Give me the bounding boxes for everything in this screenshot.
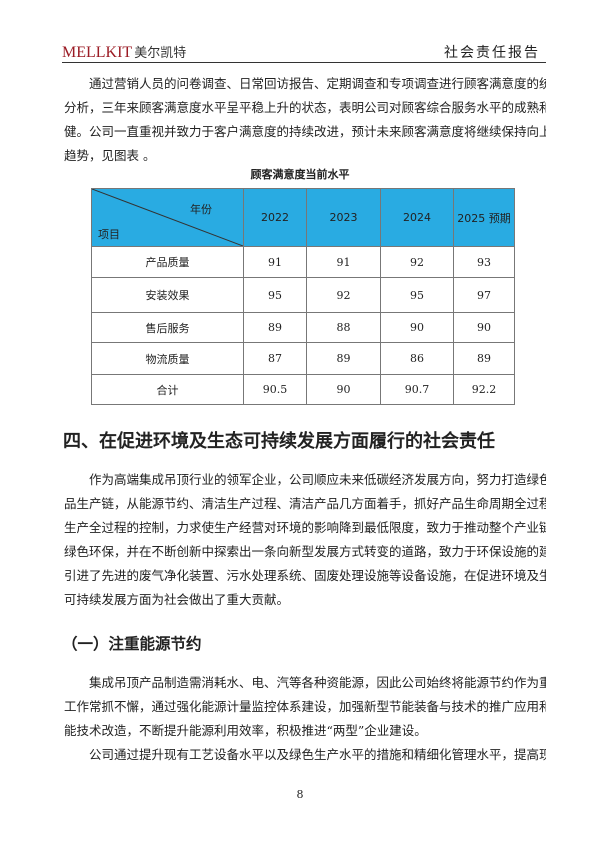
table-cell: 88	[306, 312, 381, 343]
column-header: 2025 预期	[453, 188, 515, 247]
table-row: 物流质量 87 89 86 89	[91, 342, 515, 375]
row-label: 产品质量	[91, 246, 244, 278]
table-row: 安装效果 95 92 95 97	[91, 277, 515, 313]
text-line: 引进了先进的废气净化装置、污水处理系统、固废处理设施等设备设施，在促进环境及生态	[64, 568, 546, 583]
text-line: 生产全过程的控制，力求使生产经营对环境的影响降到最低限度，致力于推动整个产业链的	[64, 520, 546, 535]
table-cell: 92	[306, 277, 381, 313]
table-cell: 90	[380, 312, 454, 343]
table-cell: 97	[453, 277, 515, 313]
text-line: 可持续发展方面为社会做出了重大贡献。	[64, 592, 290, 607]
text-line: 趋势，见图表 。	[64, 148, 156, 163]
table-cell: 89	[453, 342, 515, 375]
table-cell: 90	[306, 374, 381, 405]
table-cell: 86	[380, 342, 454, 375]
table-row: 合计 90.5 90 90.7 92.2	[91, 374, 515, 405]
table-cell: 90	[453, 312, 515, 343]
column-header: 2023	[306, 188, 381, 247]
intro-paragraph: 通过营销人员的问卷调查、日常回访报告、定期调查和专项调查进行顾客满意度的统计 分…	[64, 72, 546, 168]
table-cell: 90.5	[243, 374, 307, 405]
table-cell: 90.7	[380, 374, 454, 405]
section-heading: 四、在促进环境及生态可持续发展方面履行的社会责任	[63, 431, 495, 452]
corner-year-label: 年份	[190, 203, 212, 216]
column-header: 2024	[380, 188, 454, 247]
subsection-paragraph: 集成吊顶产品制造需消耗水、电、汽等各种资能源，因此公司始终将能源节约作为重点 工…	[64, 671, 546, 767]
row-label: 售后服务	[91, 312, 244, 343]
text-line: 作为高端集成吊顶行业的领军企业，公司顺应未来低碳经济发展方向，努力打造绿色产	[89, 472, 546, 487]
table-header-row: 年份 项目 2022 2023 2024 2025 预期	[91, 188, 515, 247]
table-cell: 89	[306, 342, 381, 375]
row-label: 物流质量	[91, 342, 244, 375]
row-label: 安装效果	[91, 277, 244, 313]
table-cell: 92	[380, 246, 454, 278]
table-cell: 93	[453, 246, 515, 278]
corner-header: 年份 项目	[91, 188, 244, 247]
text-line: 集成吊顶产品制造需消耗水、电、汽等各种资能源，因此公司始终将能源节约作为重点	[89, 675, 546, 690]
text-line: 公司通过提升现有工艺设备水平以及绿色生产水平的措施和精细化管理水平，提高现有	[89, 747, 546, 762]
brand-logo: MELLKIT 美尔凯特	[62, 42, 186, 62]
subsection-heading: （一）注重能源节约	[62, 635, 202, 653]
brand-en: MELLKIT	[62, 44, 133, 61]
table-cell: 95	[380, 277, 454, 313]
column-header: 2022	[243, 188, 307, 247]
text-line: 分析，三年来顾客满意度水平呈平稳上升的状态，表明公司对顾客综合服务水平的成熟和稳	[64, 100, 546, 115]
corner-item-label: 项目	[98, 228, 120, 241]
table-cell: 89	[243, 312, 307, 343]
report-title: 社会责任报告	[444, 45, 540, 61]
page-number: 8	[296, 788, 304, 801]
table-cell: 92.2	[453, 374, 515, 405]
page-header: MELLKIT 美尔凯特 社会责任报告	[62, 38, 546, 63]
table-cell: 95	[243, 277, 307, 313]
text-line: 品生产链，从能源节约、清洁生产过程、清洁产品几方面着手，抓好产品生命周期全过程和	[64, 496, 546, 511]
text-line: 健。公司一直重视并致力于客户满意度的持续改进，预计未来顾客满意度将继续保持向上的	[64, 124, 546, 139]
text-line: 绿色环保，并在不断创新中探索出一条向新型发展方式转变的道路，致力于环保设施的建设…	[64, 544, 546, 559]
table-cell: 91	[306, 246, 381, 278]
table-row: 产品质量 91 91 92 93	[91, 246, 515, 278]
table-cell: 91	[243, 246, 307, 278]
text-line: 能技术改造，不断提升能源利用效率，积极推进“两型”企业建设。	[64, 723, 427, 738]
diagonal-line	[92, 189, 243, 246]
satisfaction-table: 年份 项目 2022 2023 2024 2025 预期 产品质量 91 91 92 9…	[91, 188, 515, 405]
text-line: 工作常抓不懈，通过强化能源计量监控体系建设，加强新型节能装备与技术的推广应用和节	[64, 699, 546, 714]
table-row: 售后服务 89 88 90 90	[91, 312, 515, 343]
table-caption: 顾客满意度当前水平	[250, 168, 350, 181]
row-label: 合计	[91, 374, 244, 405]
section4-paragraph: 作为高端集成吊顶行业的领军企业，公司顺应未来低碳经济发展方向，努力打造绿色产 品…	[64, 468, 546, 612]
brand-cn: 美尔凯特	[134, 46, 187, 61]
text-line: 通过营销人员的问卷调查、日常回访报告、定期调查和专项调查进行顾客满意度的统计	[89, 76, 546, 91]
table-cell: 87	[243, 342, 307, 375]
